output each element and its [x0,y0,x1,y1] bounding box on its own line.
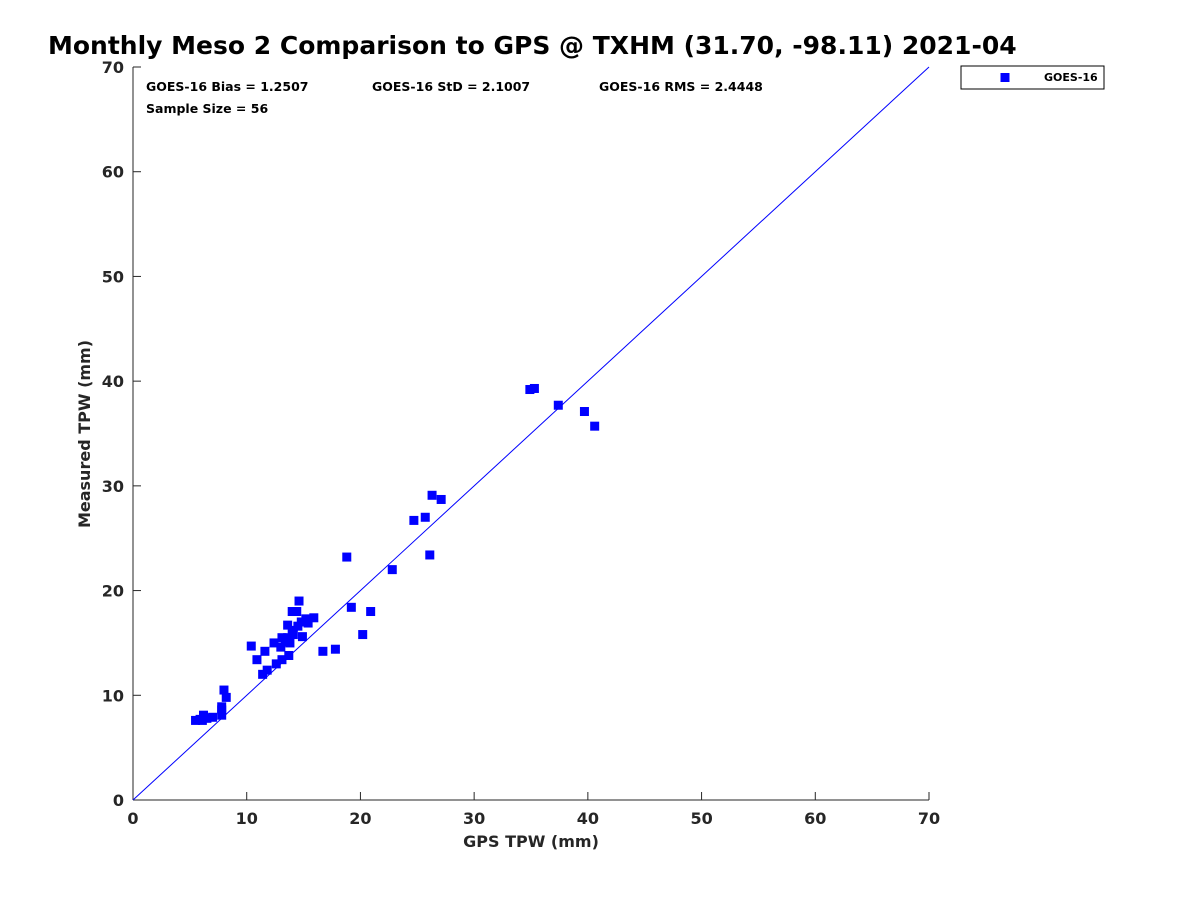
data-point [425,550,435,560]
data-point [436,494,446,504]
data-points [191,383,600,725]
x-tick-label: 30 [463,809,485,828]
x-tick-label: 50 [690,809,712,828]
data-point [202,713,212,723]
x-tick-label: 60 [804,809,826,828]
data-point [303,618,313,628]
data-point [208,712,218,722]
y-tick-label: 30 [102,477,124,496]
data-point [197,715,207,725]
data-point [292,607,302,617]
data-point [366,607,376,617]
data-point [553,400,563,410]
x-tick-label: 70 [918,809,940,828]
data-point [252,655,262,665]
data-point [221,692,231,702]
y-tick-label: 10 [102,686,124,705]
data-point [246,641,256,651]
data-point [217,710,227,720]
data-point [309,613,319,623]
y-tick-label: 70 [102,58,124,77]
x-tick-label: 0 [127,809,138,828]
legend-box [960,65,1105,90]
data-point [330,644,340,654]
legend: GOES-16 [960,65,1105,90]
data-point [525,385,535,395]
x-tick-label: 10 [236,809,258,828]
data-point [387,565,397,575]
data-point [284,650,294,660]
data-point [420,512,430,522]
data-point [287,607,297,617]
one-to-one-line-group [132,66,930,801]
std-stat: GOES-16 StD = 2.1007 [372,79,530,94]
data-point [262,665,272,675]
data-point [283,633,293,643]
data-point [277,655,287,665]
chart-title: Monthly Meso 2 Comparison to GPS @ TXHM … [48,31,1017,60]
data-point [529,383,539,393]
sample-size-stat: Sample Size = 56 [146,101,268,116]
y-tick-label: 50 [102,267,124,286]
data-point [318,646,328,656]
data-point [217,702,227,712]
data-point [283,620,293,630]
data-point [260,646,270,656]
data-point [294,596,304,606]
data-point [269,638,279,648]
data-point [271,659,281,669]
data-point [297,632,307,642]
data-point [427,490,437,500]
data-point [219,685,229,695]
x-tick-label: 40 [577,809,599,828]
plot-axes: 0 10 20 30 40 50 60 70 0 10 20 30 40 50 60 70 [102,58,940,828]
y-tick-label: 60 [102,163,124,182]
x-tick-label: 20 [349,809,371,828]
data-point [579,407,589,417]
y-tick-label: 0 [113,791,124,810]
y-tick-label: 20 [102,582,124,601]
data-point [276,642,286,652]
legend-marker [1000,73,1010,82]
data-point [296,617,306,627]
data-point [342,552,352,562]
data-point [346,602,356,612]
data-point [590,421,600,431]
data-point [191,715,201,725]
data-point [358,630,368,640]
rms-stat: GOES-16 RMS = 2.4448 [599,79,763,94]
x-axis-label: GPS TPW (mm) [463,832,599,851]
y-axis-label: Measured TPW (mm) [75,340,94,528]
bias-stat: GOES-16 Bias = 1.2507 [146,79,308,94]
data-point [285,638,295,648]
data-point [258,669,268,679]
data-point [288,630,298,640]
data-point [409,515,419,525]
one-to-one-line [132,66,930,801]
y-tick-label: 40 [102,372,124,391]
legend-label: GOES-16 [1044,71,1098,84]
